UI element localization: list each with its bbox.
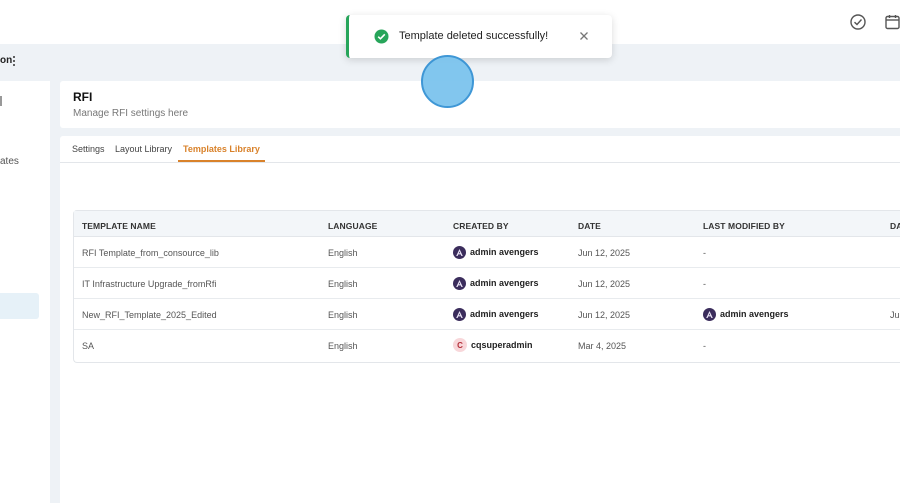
created-by: admin avengers (453, 244, 539, 260)
success-toast: Template deleted successfully! (346, 15, 612, 58)
column-header-date-modified[interactable]: DA (890, 221, 900, 231)
page-title: RFI (73, 90, 93, 104)
language: English (328, 341, 358, 351)
user-name: admin avengers (470, 278, 539, 288)
column-header-language[interactable]: LANGUAGE (328, 221, 378, 231)
last-modified-by: - (703, 248, 706, 258)
user-name: admin avengers (470, 247, 539, 257)
sidebar-item-active[interactable] (0, 293, 39, 319)
created-by: C cqsuperadmin (453, 337, 533, 353)
last-modified-by: - (703, 279, 706, 289)
section-label: on (0, 55, 13, 66)
check-circle-icon[interactable] (849, 13, 867, 31)
avengers-avatar-icon (453, 307, 466, 321)
active-tab-indicator (178, 160, 265, 162)
sidebar-item-templates[interactable]: ates (0, 156, 19, 167)
date: Jun 12, 2025 (578, 279, 631, 289)
created-by: admin avengers (453, 275, 539, 291)
tab-templates-library[interactable]: Templates Library (183, 144, 260, 154)
user-name: cqsuperadmin (471, 340, 533, 350)
template-name[interactable]: IT Infrastructure Upgrade_fromRfi (82, 279, 217, 289)
table-row[interactable]: SA English C cqsuperadmin Mar 4, 2025 - (74, 330, 900, 361)
date: Jun 12, 2025 (578, 310, 631, 320)
cursor-indicator (421, 55, 474, 108)
table-row[interactable]: New_RFI_Template_2025_Edited English adm… (74, 299, 900, 330)
templates-table: TEMPLATE NAME LANGUAGE CREATED BY DATE L… (73, 210, 900, 363)
date-modified: Ju (890, 310, 900, 320)
close-icon[interactable] (577, 29, 591, 43)
toast-message: Template deleted successfully! (399, 30, 549, 42)
last-modified-by: admin avengers (703, 306, 789, 322)
column-header-date[interactable]: DATE (578, 221, 601, 231)
tabs-divider (60, 162, 900, 163)
language: English (328, 248, 358, 258)
template-name[interactable]: New_RFI_Template_2025_Edited (82, 310, 217, 320)
table-row[interactable]: RFI Template_from_consource_lib English … (74, 237, 900, 268)
date: Mar 4, 2025 (578, 341, 627, 351)
avengers-avatar-icon (703, 307, 716, 321)
calendar-icon[interactable] (884, 13, 900, 31)
last-modified-by: - (703, 341, 706, 351)
language: English (328, 279, 358, 289)
check-circle-icon (374, 29, 389, 44)
tab-settings[interactable]: Settings (72, 144, 105, 154)
table-header: TEMPLATE NAME LANGUAGE CREATED BY DATE L… (74, 211, 900, 237)
user-avatar: C (453, 338, 467, 352)
template-name[interactable]: RFI Template_from_consource_lib (82, 248, 219, 258)
language: English (328, 310, 358, 320)
avengers-avatar-icon (453, 245, 466, 259)
avengers-avatar-icon (453, 276, 466, 290)
table-row[interactable]: IT Infrastructure Upgrade_fromRfi Englis… (74, 268, 900, 299)
kebab-menu-icon[interactable] (12, 56, 16, 67)
user-name: admin avengers (470, 309, 539, 319)
column-header-created-by[interactable]: CREATED BY (453, 221, 509, 231)
sidebar-item-marker (0, 96, 2, 106)
date: Jun 12, 2025 (578, 248, 631, 258)
rfi-header-panel (60, 81, 900, 128)
tab-layout-library[interactable]: Layout Library (115, 144, 173, 154)
template-name[interactable]: SA (82, 341, 95, 351)
sidebar (0, 81, 50, 503)
column-header-last-modified-by[interactable]: LAST MODIFIED BY (703, 221, 785, 231)
page-subtitle: Manage RFI settings here (73, 108, 189, 119)
created-by: admin avengers (453, 306, 539, 322)
user-name: admin avengers (720, 309, 789, 319)
column-header-template-name[interactable]: TEMPLATE NAME (82, 221, 156, 231)
main-panel (60, 136, 900, 503)
